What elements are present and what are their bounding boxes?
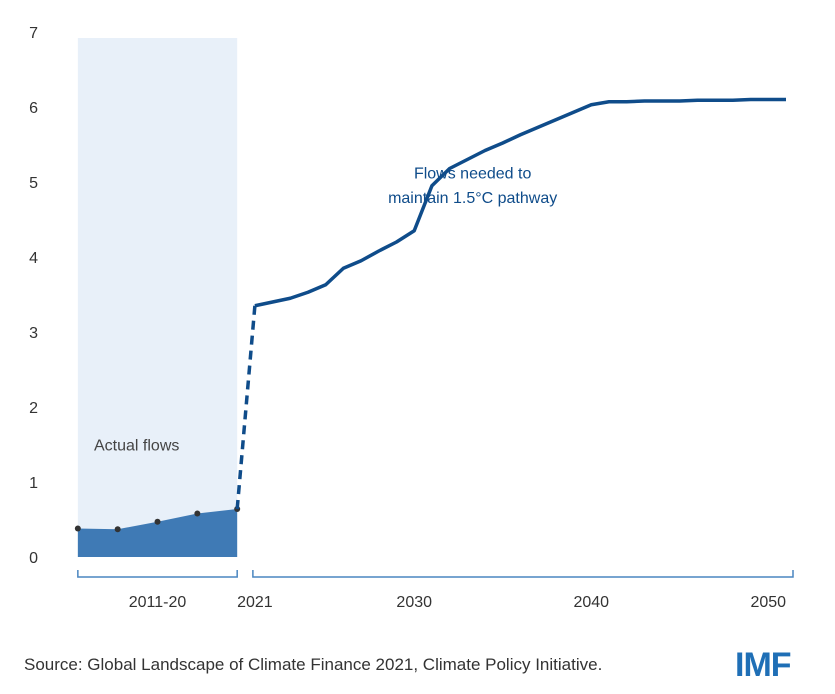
flows-needed-label-line2: maintain 1.5°C pathway <box>388 190 557 207</box>
y-tick-label-6: 6 <box>29 100 38 117</box>
projection-bracket <box>252 570 794 578</box>
actual-period-shade <box>77 38 238 557</box>
flows-needed-line <box>254 97 786 308</box>
x-tick-label-2011-20: 2011-20 <box>129 594 187 611</box>
actual-flow-point <box>114 526 121 533</box>
y-tick-label-4: 4 <box>29 250 38 267</box>
y-tick-label-3: 3 <box>29 325 38 342</box>
x-tick-label-2040: 2040 <box>573 594 609 611</box>
y-tick-label-7: 7 <box>29 25 38 42</box>
y-axis: 0 1 2 3 4 5 6 7 <box>29 25 38 567</box>
y-tick-label-0: 0 <box>29 550 38 567</box>
x-tick-label-2050: 2050 <box>750 594 786 611</box>
source-note: Source: Global Landscape of Climate Fina… <box>24 655 603 674</box>
y-tick-label-2: 2 <box>29 400 38 417</box>
x-tick-label-2021: 2021 <box>237 594 273 611</box>
actual-flow-point <box>194 510 201 517</box>
x-axis-labels: 2011-20 2021 2030 2040 2050 <box>129 594 786 611</box>
x-axis-brackets <box>77 570 794 578</box>
imf-logo: IMF <box>735 646 792 684</box>
actual-flow-point <box>74 525 81 532</box>
historical-bracket <box>77 570 238 578</box>
flows-needed-label-line1: Flows needed to <box>414 165 532 182</box>
y-tick-label-5: 5 <box>29 175 38 192</box>
actual-flow-point <box>154 518 161 525</box>
actual-flows-label: Actual flows <box>94 438 179 455</box>
y-tick-label-1: 1 <box>29 475 38 492</box>
actual-flows-area <box>77 509 238 557</box>
dashed-connector-line <box>235 305 257 510</box>
climate-finance-chart: 0 1 2 3 4 5 6 7 Actual flows Flows needed to ma… <box>29 25 794 611</box>
x-tick-label-2030: 2030 <box>396 594 432 611</box>
